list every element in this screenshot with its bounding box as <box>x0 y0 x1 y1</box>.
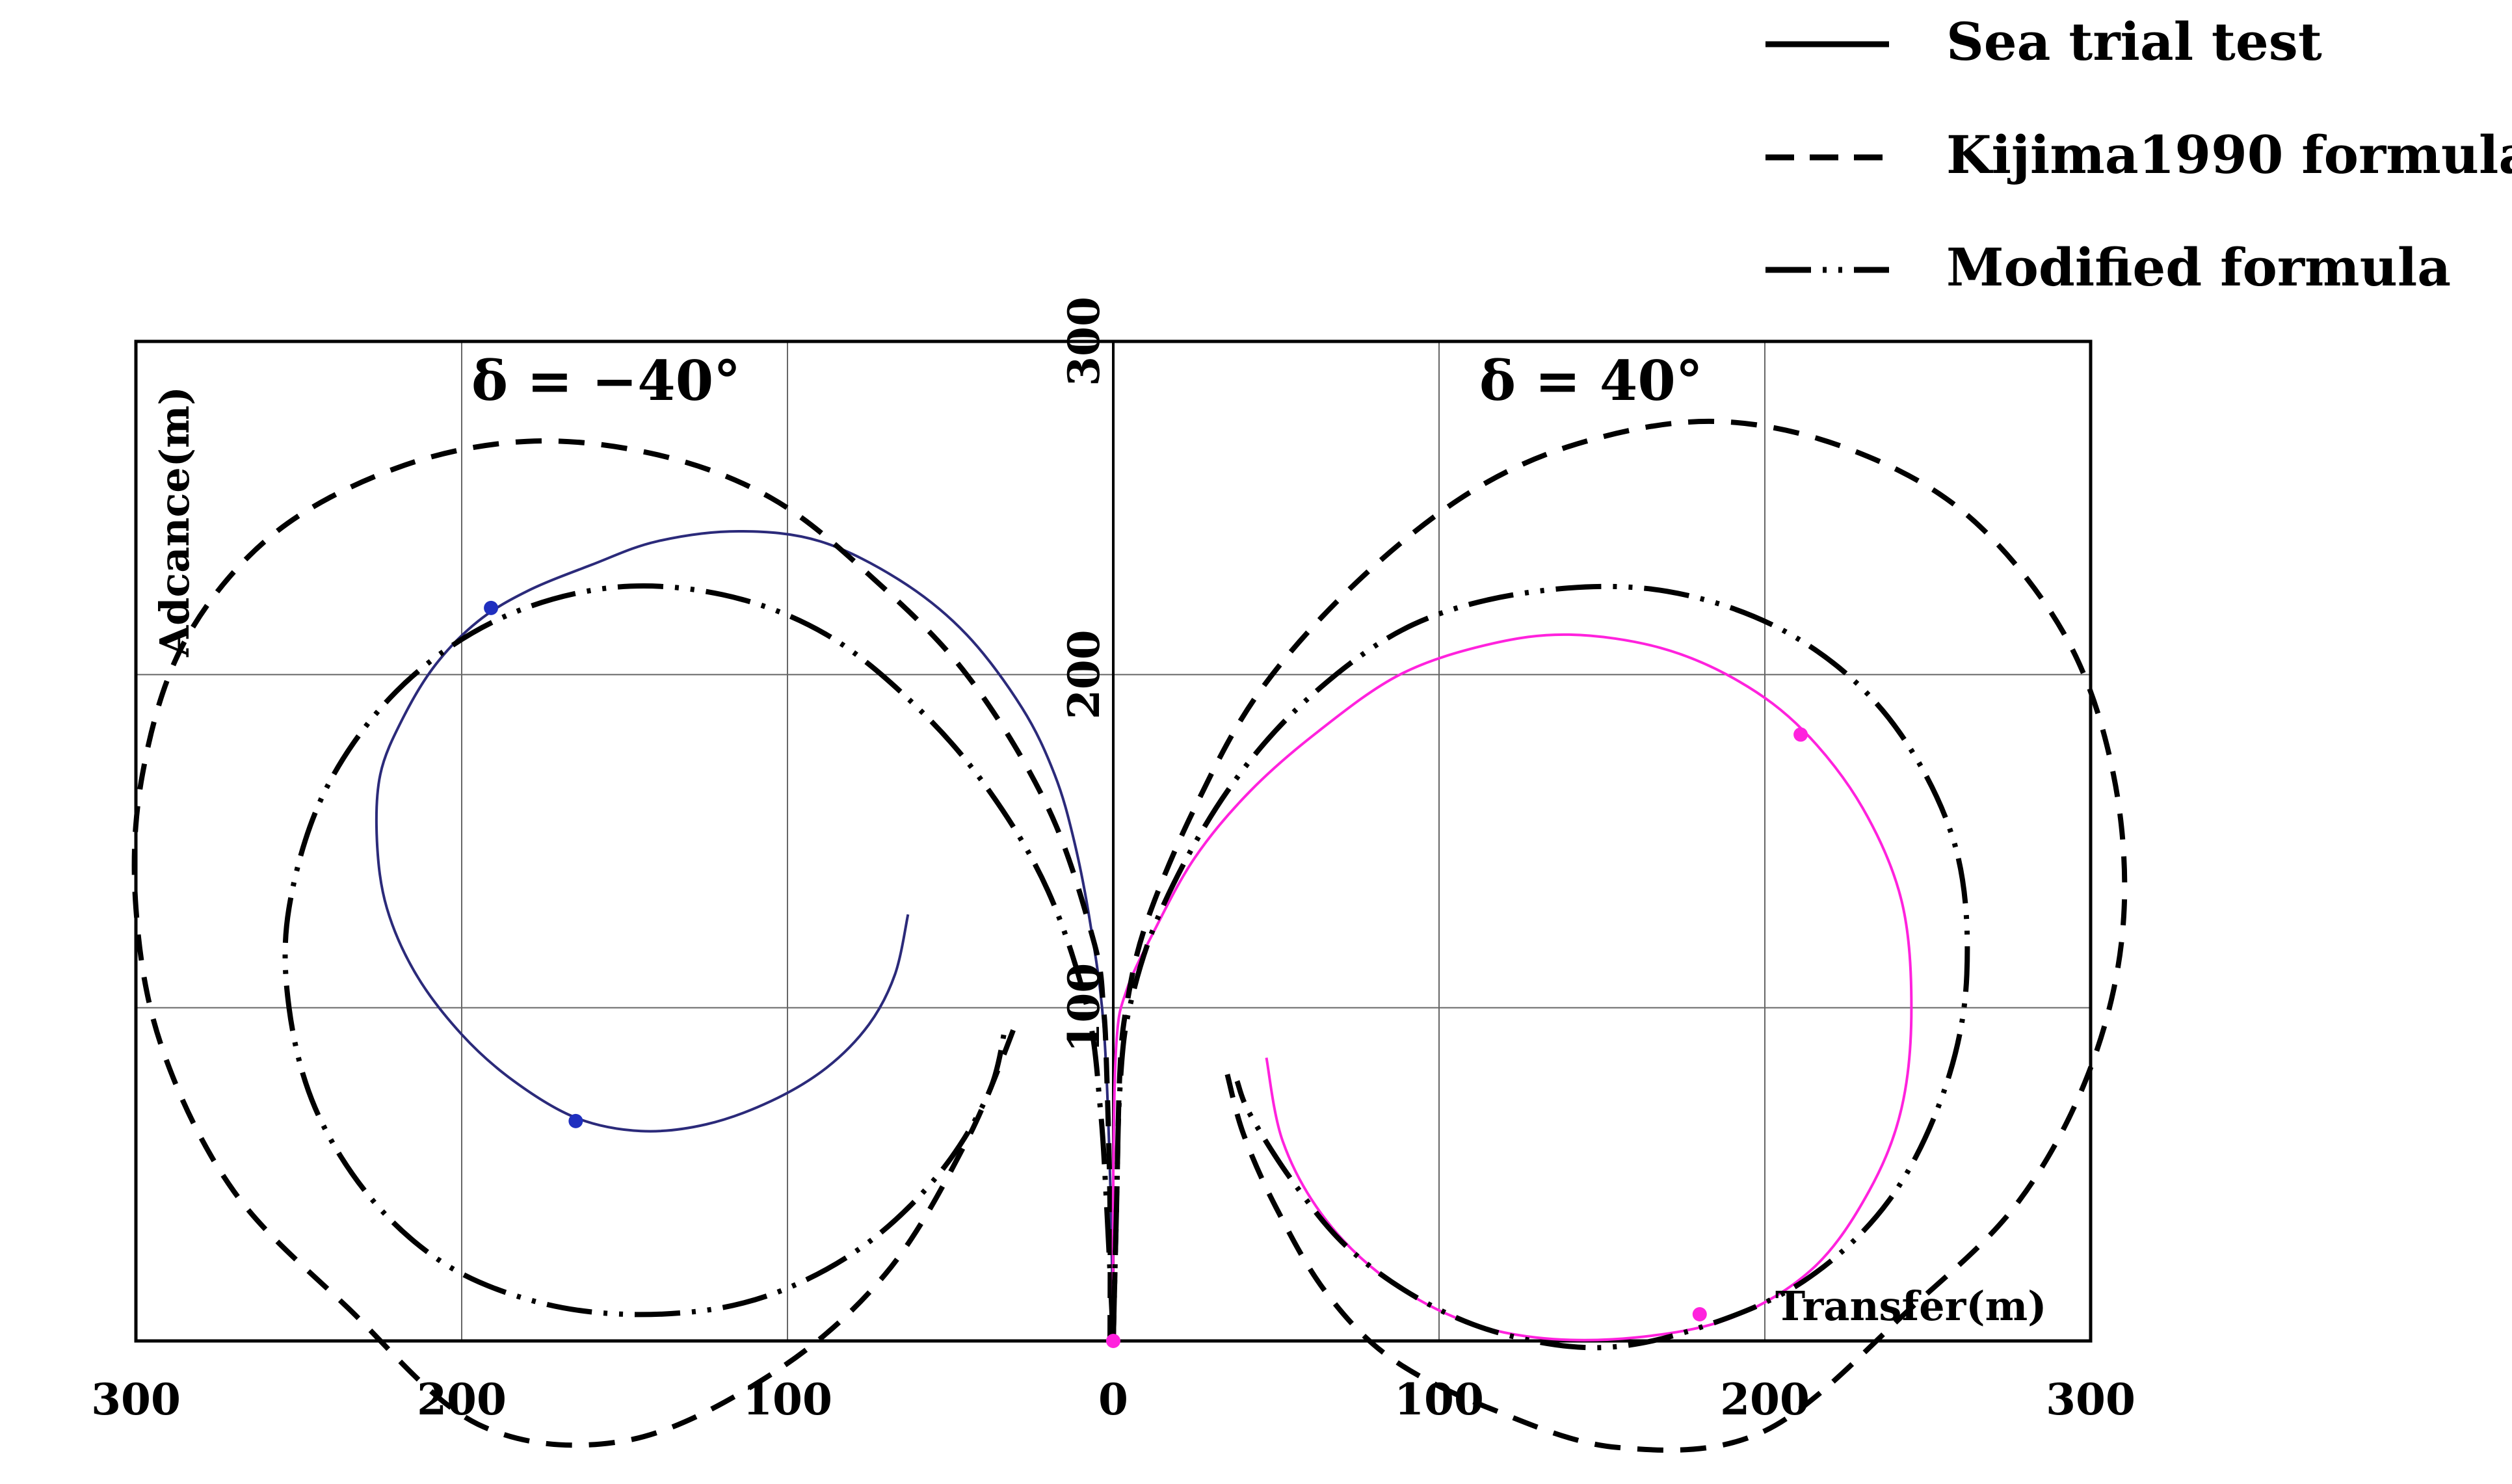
y-tick-label: 200 <box>1059 629 1109 719</box>
x-tick-label: 0 <box>1098 1374 1128 1425</box>
panel-label-left: δ = −40° <box>471 349 741 413</box>
tick-labels: 300 200 100 0 100 200 300 100 200 300 <box>91 297 2135 1425</box>
x-tick-label: 200 <box>1720 1374 1810 1425</box>
x-tick-label: 300 <box>2046 1374 2135 1425</box>
trajectory-markers <box>484 600 1808 1348</box>
marker-point-right <box>1106 1334 1120 1348</box>
marker-point-right <box>1793 727 1808 742</box>
marker-point-right <box>1692 1307 1707 1322</box>
x-tick-label: 100 <box>1394 1374 1484 1425</box>
panel-label-right: δ = 40° <box>1479 349 1703 413</box>
marker-point-left <box>568 1113 583 1128</box>
trajectory-curves <box>131 418 2128 1453</box>
legend-label-kijima: Kijima1990 formula <box>1946 124 2512 185</box>
y-tick-label: 100 <box>1059 963 1109 1053</box>
legend: Sea trial test Kijima1990 formula Modifi… <box>1765 11 2512 298</box>
x-tick-label: 200 <box>417 1374 507 1425</box>
series-kijima1990-formula-right <box>1111 418 2128 1453</box>
series-kijima1990-formula-left <box>131 438 1113 1448</box>
x-tick-label: 300 <box>91 1374 181 1425</box>
y-axis-title: Adcance(m) <box>151 386 198 657</box>
marker-point-left <box>484 600 499 615</box>
x-axis-title: Transfer(m) <box>1775 1282 2047 1330</box>
series-modified-formula-left <box>282 583 1116 1342</box>
x-tick-label: 100 <box>743 1374 832 1425</box>
series-sea-trial-test-left <box>375 530 1115 1342</box>
y-tick-label: 300 <box>1059 297 1109 386</box>
legend-label-sea-trial: Sea trial test <box>1946 11 2322 72</box>
legend-label-modified: Modified formula <box>1946 237 2451 298</box>
series-sea-trial-test-right <box>1111 633 1913 1342</box>
series-modified-formula-right <box>1111 583 1970 1351</box>
